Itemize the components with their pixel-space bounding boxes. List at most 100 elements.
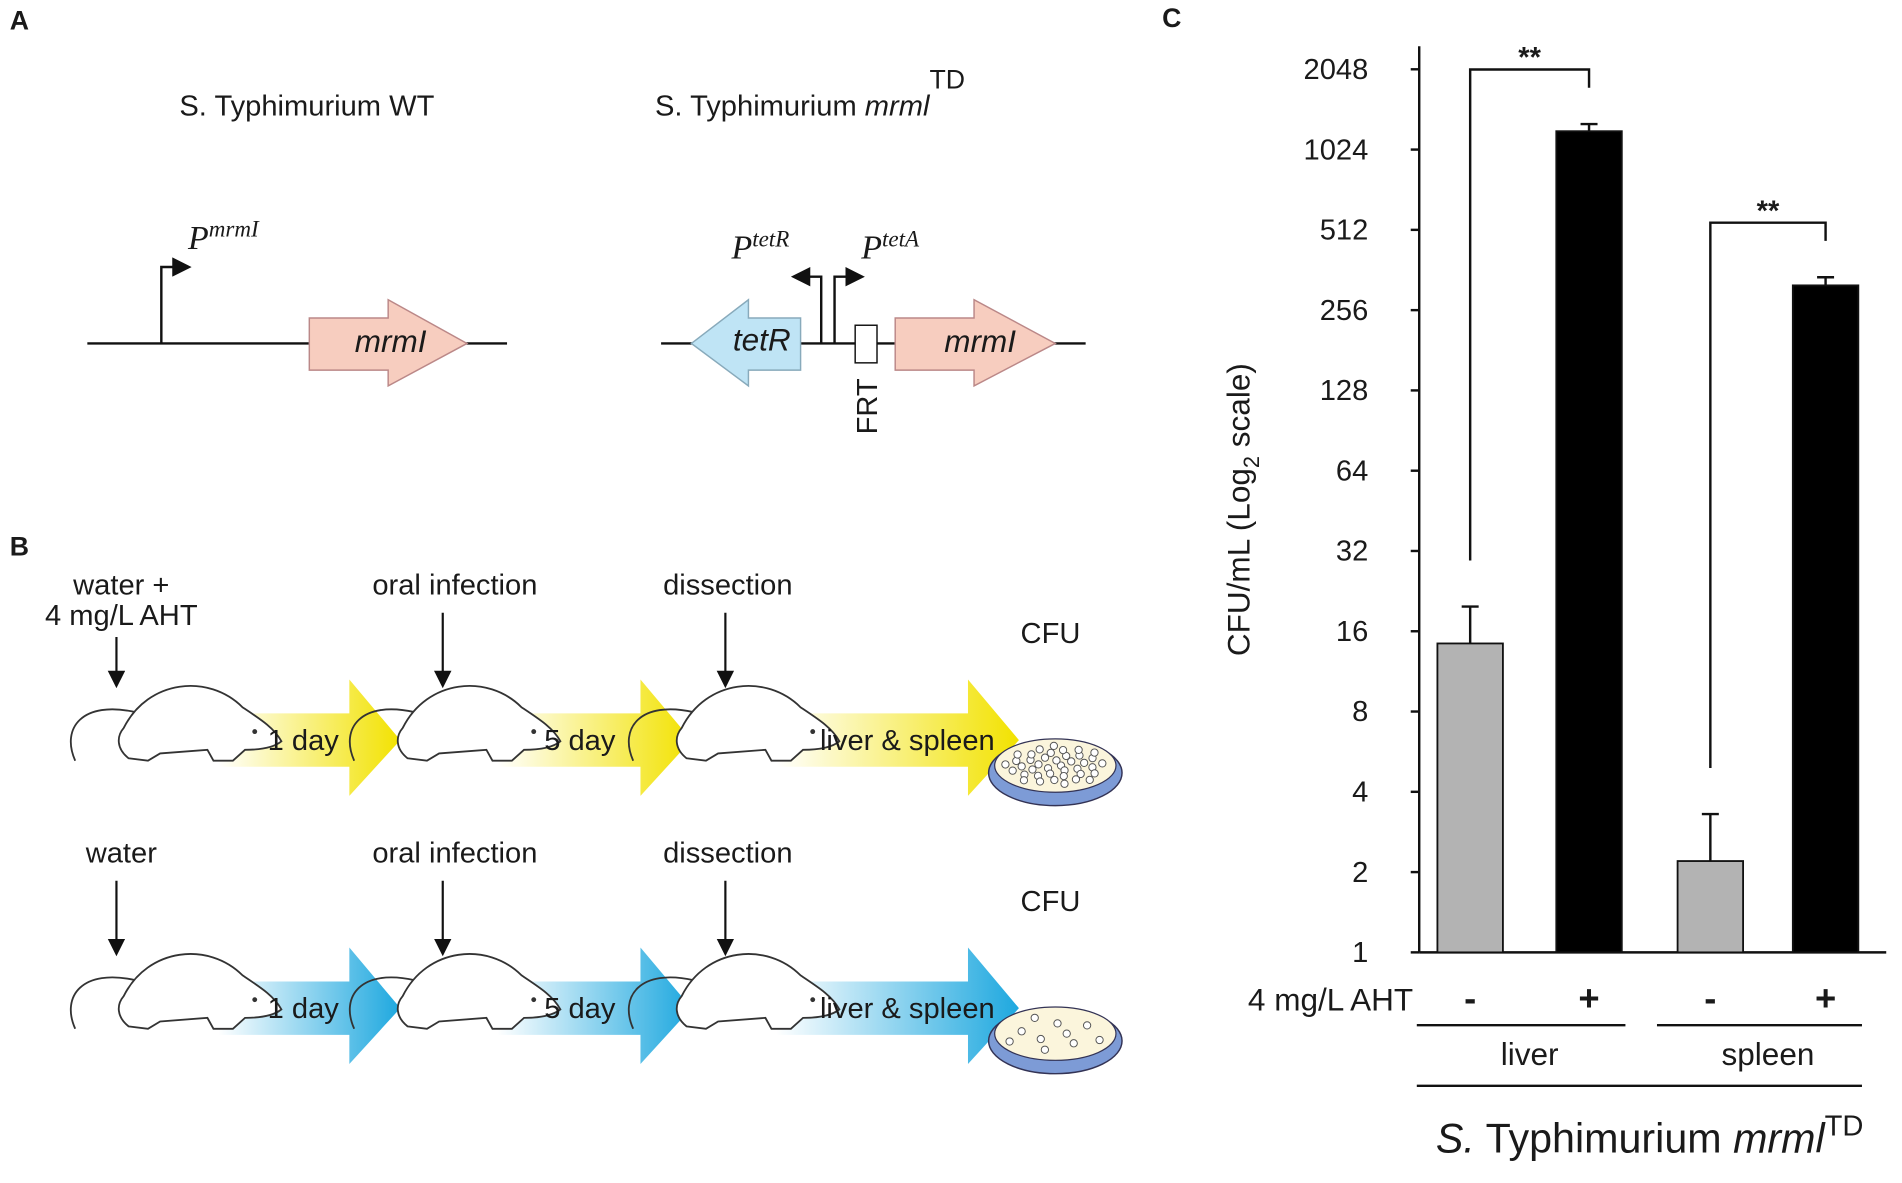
y-tick-label: 256	[1320, 295, 1369, 327]
step-label: dissection	[663, 838, 792, 870]
y-tick-label: 2048	[1304, 54, 1369, 86]
gene-arrow	[894, 298, 1057, 388]
promoter-p: P	[187, 220, 209, 257]
gene-arrow	[690, 298, 802, 388]
colony	[1013, 750, 1022, 759]
panel-label: A	[10, 5, 29, 35]
colony	[1052, 756, 1061, 765]
y-tick-label: 32	[1336, 536, 1368, 568]
x-axis-label: S. Typhimurium mrmlTD	[1436, 1111, 1864, 1162]
x-tick-label: +	[1578, 978, 1599, 1019]
colony	[1036, 1034, 1045, 1044]
bar	[1791, 284, 1860, 954]
protocol-row: water oral infection dissection CFU 1 day 5 d…	[69, 838, 1123, 1075]
x-tick-label: -	[1704, 978, 1716, 1019]
promoter-arrow	[833, 267, 865, 344]
x-label-part: S.	[1436, 1116, 1475, 1162]
panel-label: C	[1162, 3, 1181, 33]
y-tick-label: 4	[1352, 777, 1368, 809]
title-part: mrml	[865, 90, 931, 122]
colony	[1067, 757, 1076, 766]
interval-label: liver & spleen	[820, 725, 995, 757]
colony	[1001, 760, 1010, 769]
y-tick-label: 512	[1320, 215, 1369, 247]
colony	[1095, 1035, 1104, 1045]
frt-label: FRT	[852, 378, 884, 434]
mouse	[69, 685, 283, 762]
treatment-label: 4 mg/L AHT	[45, 600, 198, 632]
interval-label: liver & spleen	[820, 993, 995, 1025]
colony	[1058, 745, 1068, 755]
promoter-p: P	[730, 230, 752, 267]
step-label: oral infection	[372, 838, 537, 870]
step-label: oral infection	[372, 570, 537, 602]
panel-b: water +4 mg/L AHT oral infection dissectio…	[45, 570, 1123, 1075]
significance-bracket	[1468, 68, 1591, 561]
colony	[1080, 758, 1089, 767]
promoter-sup: tetA	[882, 225, 920, 251]
gene-label: mrmI	[944, 323, 1016, 359]
colony	[1017, 1027, 1026, 1036]
group-label: spleen	[1722, 1036, 1815, 1072]
gene-arrow	[308, 298, 469, 388]
colony	[1049, 741, 1058, 751]
chart: 1 2 4 8 16 32 64 128 256 512 1024 2048 CFU/mL (Log2 …	[1220, 42, 1887, 1162]
step-label: dissection	[663, 570, 792, 602]
protocol-row: water +4 mg/L AHT oral infection dissectio…	[45, 570, 1123, 807]
timeline-arrow	[776, 679, 1019, 796]
y-tick-label: 128	[1320, 375, 1369, 407]
promoter-label: PmrmI	[187, 216, 260, 257]
y-tick-label: 1	[1352, 937, 1368, 969]
x-tick-label: -	[1464, 978, 1476, 1019]
interval-label: 1 day	[268, 725, 340, 757]
timeline-arrow	[776, 947, 1019, 1064]
mouse	[69, 953, 283, 1030]
colony	[1076, 769, 1085, 779]
interval-label: 5 day	[544, 993, 616, 1025]
y-label-part: scale)	[1220, 363, 1256, 456]
colony	[1034, 760, 1043, 769]
colony	[1053, 1019, 1062, 1028]
colony	[1040, 753, 1050, 762]
cfu-label: CFU	[1021, 618, 1081, 650]
colony	[1062, 1029, 1071, 1038]
colony	[1030, 1013, 1039, 1022]
x-label-part: TD	[1825, 1111, 1864, 1143]
promoter-sup: tetR	[752, 225, 789, 251]
title-part: TD	[929, 65, 965, 95]
colony	[1074, 745, 1083, 755]
x-label-part: Typhimurium	[1475, 1116, 1733, 1162]
colony	[1045, 769, 1055, 778]
promoter-sup: mrmI	[209, 216, 260, 242]
gene-label: mrmI	[355, 323, 427, 359]
interval-label: 1 day	[268, 993, 340, 1025]
td-title: S. Typhimurium mrmlTD	[655, 65, 965, 123]
panel-a: S. Typhimurium WT S. Typhimurium mrmlTD …	[87, 65, 1086, 434]
promoter-p: P	[860, 230, 882, 267]
y-tick-label: 8	[1352, 696, 1368, 728]
treatment-label: water +	[72, 570, 169, 602]
colony	[1017, 762, 1026, 771]
cfu-label: CFU	[1021, 886, 1081, 918]
timeline-arrow	[497, 679, 692, 796]
x-label-part: mrml	[1733, 1116, 1826, 1162]
wt-title: S. Typhimurium WT	[179, 90, 434, 122]
colony	[1035, 745, 1044, 754]
bar	[1436, 642, 1504, 954]
significance-label: **	[1757, 195, 1780, 227]
colony	[1027, 750, 1036, 759]
colony	[1046, 748, 1055, 757]
colony	[1090, 748, 1099, 757]
y-label-part: 2	[1239, 456, 1264, 468]
y-tick-label: 2	[1352, 857, 1368, 889]
y-tick-label: 1024	[1304, 134, 1369, 166]
colony	[1028, 765, 1037, 774]
bar	[1676, 860, 1745, 954]
frt-box	[854, 324, 878, 364]
significance-label: **	[1518, 42, 1541, 74]
group-label: liver	[1501, 1036, 1559, 1072]
colony	[1085, 775, 1094, 784]
significance-bracket	[1709, 221, 1827, 768]
colony	[1082, 1021, 1092, 1030]
